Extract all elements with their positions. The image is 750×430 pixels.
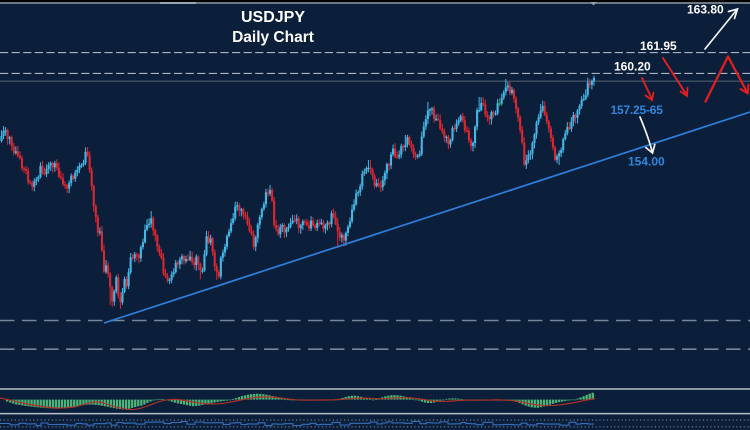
svg-text:Daily Chart: Daily Chart <box>232 29 314 46</box>
svg-text:163.80: 163.80 <box>687 2 724 16</box>
svg-text:161.95: 161.95 <box>640 39 677 53</box>
svg-text:154.00: 154.00 <box>628 154 665 168</box>
svg-text:157.25-65: 157.25-65 <box>611 103 664 117</box>
svg-text:USDJPY: USDJPY <box>241 9 305 26</box>
svg-text:160.20: 160.20 <box>614 60 651 74</box>
